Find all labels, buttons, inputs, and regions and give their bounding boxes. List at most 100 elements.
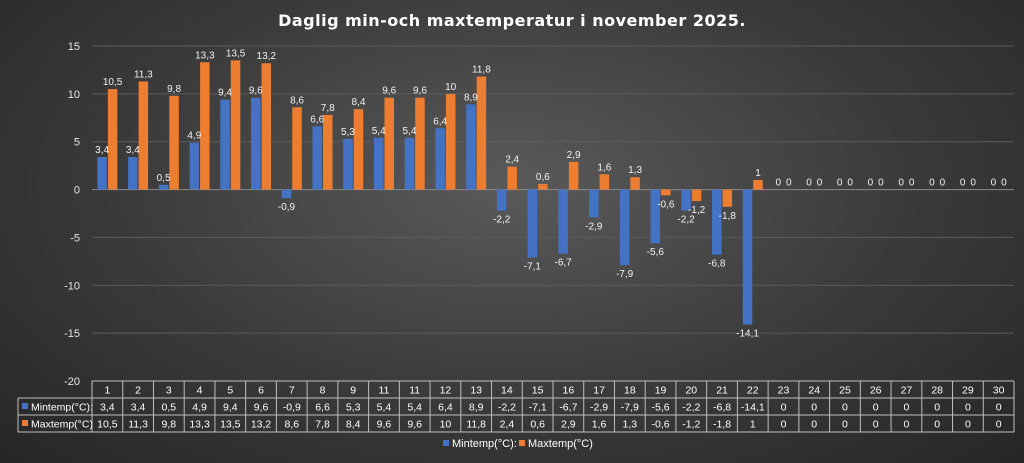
min-data-label: 5,4 xyxy=(372,126,386,137)
max-data-label: 0 xyxy=(909,178,915,189)
table-cell-value: 5,3 xyxy=(346,402,361,414)
max-bar xyxy=(691,189,702,202)
table-cell-value: 3,4 xyxy=(100,402,115,414)
y-tick-label: -15 xyxy=(64,328,80,340)
x-category-label: 7 xyxy=(289,385,295,397)
bars xyxy=(97,60,763,325)
max-data-label: 13,3 xyxy=(195,50,215,61)
table-cell-value: 0 xyxy=(873,402,879,414)
max-data-label: 7,8 xyxy=(321,103,335,114)
legend-min-key xyxy=(443,440,449,446)
legend-max-label: Maxtemp(°C) xyxy=(528,438,593,450)
x-category-label: 9 xyxy=(350,385,356,397)
min-bar xyxy=(589,189,599,218)
table-cell-value: -7,1 xyxy=(529,402,547,414)
x-category-label: 21 xyxy=(716,385,728,397)
max-data-label: 1 xyxy=(755,168,761,179)
min-data-label: 0 xyxy=(806,178,812,189)
min-data-label: 6,6 xyxy=(310,114,324,125)
x-category-label: 3 xyxy=(166,385,172,397)
min-bar xyxy=(650,189,661,244)
y-tick-label: 15 xyxy=(68,41,80,53)
table-cell-value: 1,6 xyxy=(592,419,607,431)
table-cell-value: 6,4 xyxy=(438,402,453,414)
x-category-label: 14 xyxy=(501,385,513,397)
gridlines xyxy=(92,45,1014,382)
max-bar xyxy=(292,107,302,190)
max-bar xyxy=(230,60,241,190)
x-category-label: 11 xyxy=(379,385,390,397)
min-data-label: 8,9 xyxy=(464,92,478,103)
max-data-label: 13,2 xyxy=(257,51,277,62)
min-data-label: -0,9 xyxy=(278,202,296,213)
table-cell-value: 0 xyxy=(811,419,817,431)
max-data-label: 11,8 xyxy=(472,65,491,76)
table-cell-value: -2,2 xyxy=(498,402,516,414)
table-cell-value: 3,4 xyxy=(131,402,146,414)
x-category-label: 26 xyxy=(870,385,882,397)
max-data-label: 10 xyxy=(445,82,457,93)
min-data-label: 5,3 xyxy=(341,127,355,138)
table-cell-value: 0 xyxy=(996,402,1002,414)
max-bar xyxy=(599,174,610,190)
max-data-label: 0 xyxy=(786,178,792,189)
max-data-label: 2,9 xyxy=(567,150,581,161)
min-bar xyxy=(158,184,169,190)
max-data-label: 13,5 xyxy=(226,48,246,59)
table-series-name: Maxtemp(°C) xyxy=(31,419,93,431)
table-cell-value: 10 xyxy=(440,419,452,431)
max-data-label: 8,6 xyxy=(290,95,304,106)
min-bar xyxy=(343,138,353,190)
max-data-label: 1,6 xyxy=(597,162,611,173)
table-cell-value: 2,9 xyxy=(561,419,576,431)
table-cell-value: 9,6 xyxy=(377,419,392,431)
legend-min-label: Mintemp(°C): xyxy=(452,438,517,450)
table-cell-value: 5,4 xyxy=(407,402,422,414)
x-category-label: 18 xyxy=(624,385,636,397)
table-cell-value: -0,9 xyxy=(283,402,301,414)
min-data-label: -14,1 xyxy=(736,329,759,340)
table-cell-value: 0 xyxy=(904,402,910,414)
max-data-label: 0 xyxy=(878,178,884,189)
max-data-label: 11,3 xyxy=(134,69,153,80)
x-category-label: 23 xyxy=(778,385,790,397)
table-cell-value: 0 xyxy=(934,419,940,431)
table-cell-value: 9,6 xyxy=(254,402,269,414)
table-cell-value: 9,4 xyxy=(223,402,238,414)
max-bar xyxy=(169,95,179,190)
min-data-label: 4,9 xyxy=(187,131,201,142)
min-bar xyxy=(558,189,568,254)
y-tick-label: -5 xyxy=(70,232,80,244)
x-category-label: 1 xyxy=(104,385,110,397)
max-data-label: 0,6 xyxy=(536,172,550,183)
min-bar xyxy=(527,189,538,258)
table-cell-value: -5,6 xyxy=(652,402,670,414)
chart-title: Daglig min-och maxtemperatur i november … xyxy=(278,11,746,30)
x-category-label: 15 xyxy=(532,385,544,397)
max-bar xyxy=(415,97,425,190)
table-cell-value: 8,6 xyxy=(284,419,299,431)
y-tick-label: 0 xyxy=(74,185,80,197)
table-cell-value: 6,6 xyxy=(315,402,330,414)
max-data-label: 0 xyxy=(970,178,976,189)
min-bar xyxy=(189,142,200,190)
x-category-label: 30 xyxy=(993,385,1005,397)
min-data-label: -2,9 xyxy=(585,221,603,232)
x-category-label: 20 xyxy=(685,385,697,397)
min-data-label: -7,1 xyxy=(524,262,542,273)
max-data-label: 2,4 xyxy=(505,155,519,166)
min-bar xyxy=(712,189,722,255)
min-bar xyxy=(619,189,630,266)
max-data-label: -0,6 xyxy=(657,199,675,210)
table-cell-value: -2,9 xyxy=(590,402,608,414)
table-cell-value: 13,3 xyxy=(189,419,210,431)
max-bar xyxy=(476,76,487,190)
max-data-label: 1,3 xyxy=(628,165,642,176)
table-cell-value: -6,7 xyxy=(559,402,577,414)
min-bar xyxy=(251,97,261,190)
max-data-label: 9,6 xyxy=(382,86,396,97)
table-cell-value: -2,2 xyxy=(682,402,700,414)
table-cell-value: 4,9 xyxy=(192,402,207,414)
max-bar xyxy=(261,63,272,190)
